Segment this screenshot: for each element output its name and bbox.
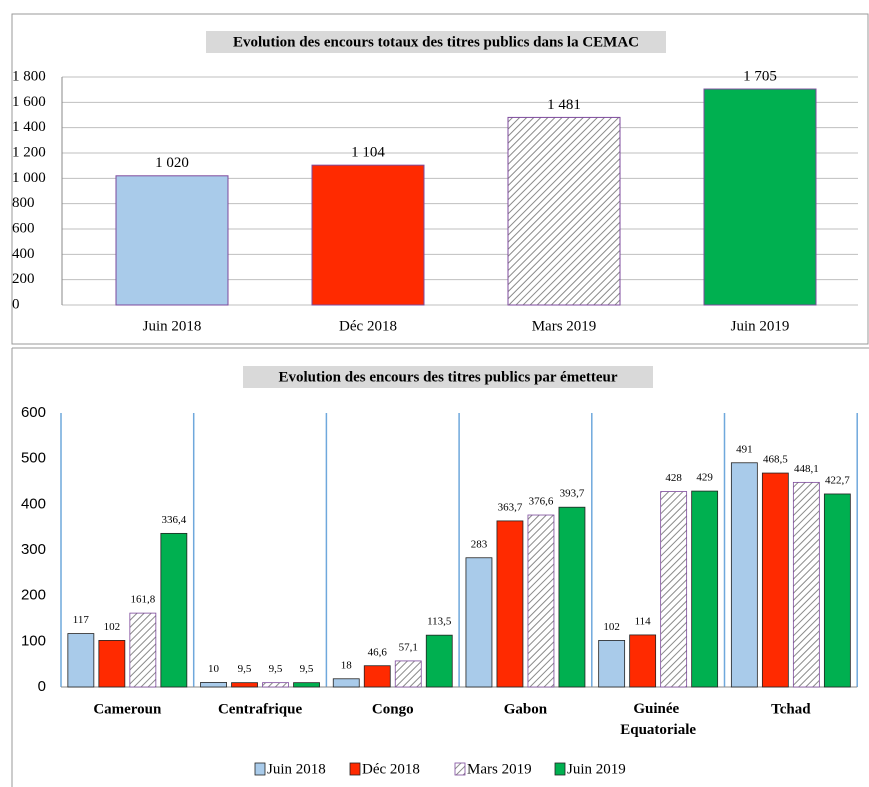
bar	[691, 490, 719, 688]
data-label: 448,1	[794, 463, 819, 475]
data-label: 429	[696, 472, 713, 484]
x-tick-label: Mars 2019	[532, 318, 597, 334]
bar	[598, 640, 626, 688]
panel-border	[11, 13, 869, 345]
data-label: 1 020	[155, 155, 189, 171]
data-label: 113,5	[427, 616, 452, 628]
title-box	[206, 31, 666, 53]
x-tick-label: Cameroun	[93, 701, 162, 717]
bar	[160, 532, 188, 688]
bar	[293, 682, 320, 688]
data-label: 283	[471, 538, 488, 550]
bar	[660, 491, 688, 688]
data-label: 102	[603, 621, 620, 633]
legend-swatch	[254, 762, 266, 776]
legend-swatch	[554, 762, 566, 776]
bar	[730, 462, 758, 688]
bar	[363, 665, 391, 688]
x-tick-label: Guinée Equatoriale	[620, 701, 696, 738]
bar	[703, 88, 817, 306]
data-label: 393,7	[560, 488, 585, 500]
y-tick-label: 600	[12, 220, 35, 236]
y-tick-label: 1 400	[12, 119, 46, 135]
y-tick-label: 1 200	[12, 144, 46, 160]
bar	[465, 557, 493, 688]
y-tick-label: 100	[21, 632, 46, 649]
bar	[496, 520, 524, 688]
data-label: 161,8	[130, 594, 155, 606]
bar	[761, 472, 789, 688]
data-label: 102	[104, 621, 121, 633]
y-tick-label: 0	[12, 296, 20, 312]
chart-title: Evolution des encours totaux des titres …	[233, 34, 639, 50]
bar	[527, 514, 555, 688]
data-label: 9,5	[269, 663, 283, 675]
bar	[792, 481, 820, 688]
data-label: 422,7	[825, 474, 850, 486]
data-label: 363,7	[498, 501, 523, 513]
data-label: 9,5	[238, 663, 252, 675]
x-tick-label: Déc 2018	[339, 318, 397, 334]
bar	[311, 164, 425, 306]
data-label: 18	[341, 659, 353, 671]
bar	[394, 660, 422, 688]
bar	[129, 612, 157, 688]
data-label: 46,6	[368, 646, 388, 658]
data-label: 336,4	[161, 514, 186, 526]
data-label: 117	[73, 614, 90, 626]
data-label: 1 481	[547, 97, 581, 113]
bar	[629, 634, 657, 688]
data-label: 57,1	[399, 641, 418, 653]
y-tick-label: 200	[21, 587, 46, 604]
data-label: 9,5	[300, 663, 314, 675]
y-tick-label: 300	[21, 541, 46, 558]
data-label: 376,6	[529, 496, 554, 508]
bar	[98, 640, 126, 688]
y-tick-label: 600	[21, 404, 46, 421]
bar	[67, 633, 95, 688]
bar	[507, 116, 621, 306]
y-tick-label: 1 800	[12, 68, 46, 84]
y-tick-label: 200	[12, 271, 35, 287]
bar	[558, 506, 586, 688]
x-tick-label: Centrafrique	[218, 701, 302, 717]
legend-label: Mars 2019	[467, 761, 532, 777]
data-label: 491	[736, 443, 753, 455]
bar	[231, 682, 258, 688]
data-label: 428	[665, 472, 682, 484]
legend-label: Juin 2018	[267, 761, 326, 777]
bar	[262, 682, 289, 688]
chart-title: Evolution des encours des titres publics…	[278, 369, 617, 385]
bar	[823, 493, 851, 688]
data-label: 468,5	[763, 454, 788, 466]
data-label: 114	[635, 615, 652, 627]
y-tick-label: 400	[21, 495, 46, 512]
x-tick-label: Juin 2019	[731, 318, 790, 334]
y-tick-label: 1 600	[12, 94, 46, 110]
x-tick-label: Gabon	[504, 701, 548, 717]
legend-label: Juin 2019	[567, 761, 626, 777]
data-label: 10	[208, 663, 220, 675]
bar	[115, 175, 229, 306]
data-label: 1 705	[743, 68, 777, 84]
legend-swatch	[454, 762, 466, 776]
x-tick-label: Tchad	[771, 701, 811, 717]
y-tick-label: 0	[38, 678, 46, 695]
bar	[200, 682, 227, 688]
data-label: 1 104	[351, 145, 385, 161]
y-tick-label: 400	[12, 246, 35, 262]
title-box	[243, 366, 653, 388]
legend-label: Déc 2018	[362, 761, 420, 777]
x-tick-label: Juin 2018	[143, 318, 202, 334]
y-tick-label: 500	[21, 450, 46, 467]
y-tick-label: 800	[12, 195, 35, 211]
legend-swatch	[349, 762, 361, 776]
bar	[425, 634, 453, 688]
x-tick-label: Congo	[372, 701, 414, 717]
bar	[332, 678, 360, 688]
y-tick-label: 1 000	[12, 170, 46, 186]
